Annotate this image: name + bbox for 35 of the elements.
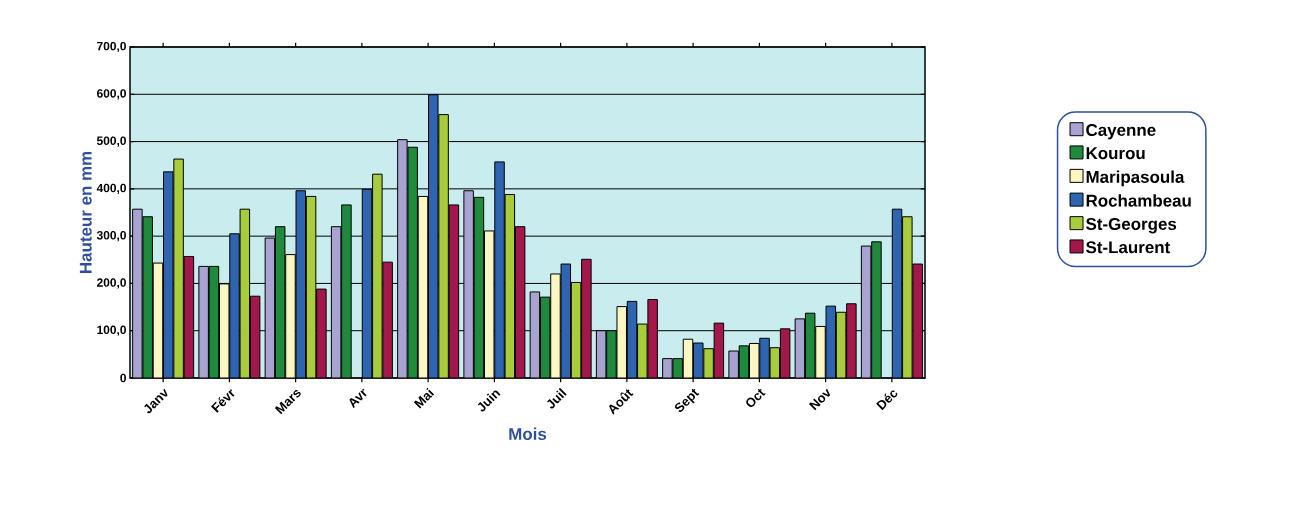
bar <box>759 337 770 378</box>
y-tick-label: 200,0 <box>96 278 126 289</box>
bar <box>815 325 826 378</box>
x-tick-label: Juil <box>547 387 567 409</box>
y-tick-label: 700,0 <box>97 41 126 53</box>
bar <box>494 161 505 378</box>
bar <box>173 158 184 378</box>
legend-label: St-Georges <box>1086 217 1177 234</box>
x-tick-label: Oct <box>746 388 766 407</box>
legend-label: Kourou <box>1086 147 1145 160</box>
legend-label: Rochambeau <box>1086 194 1191 207</box>
bar <box>438 114 449 378</box>
y-tick-label: 600,0 <box>97 89 126 100</box>
legend-label: Cayenne <box>1086 124 1156 140</box>
x-tick-label: Juin <box>477 390 501 412</box>
bar <box>606 330 617 378</box>
x-axis-title: Mois <box>509 427 547 441</box>
y-tick-label: 400,0 <box>96 183 126 194</box>
x-tick-label: Mai <box>413 387 435 409</box>
bar <box>285 254 296 378</box>
y-axis-title: Hauteur en mm <box>79 151 92 273</box>
bar <box>229 233 240 378</box>
bar <box>871 241 882 378</box>
bar <box>703 348 714 378</box>
bar <box>341 204 352 378</box>
x-tick-label: Déc <box>876 390 898 411</box>
x-tick-label: Avr <box>349 388 367 409</box>
legend-label: Maripasoula <box>1086 170 1185 187</box>
bar <box>550 273 561 378</box>
x-tick-label: Nov <box>808 388 831 411</box>
legend-label: St-Laurent <box>1086 241 1171 254</box>
y-tick-label: 100,0 <box>97 325 126 336</box>
y-tick-label: 0 <box>120 373 126 383</box>
y-tick-label: 300,0 <box>96 231 126 242</box>
y-tick-label: 500,0 <box>96 136 126 147</box>
